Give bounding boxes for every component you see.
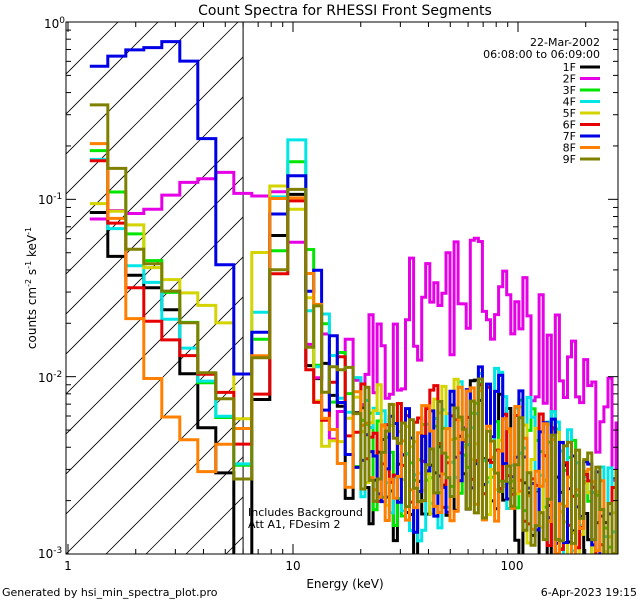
series-group (89, 40, 618, 554)
hatch-line (105, 416, 244, 554)
legend-label-3F: 3F (563, 84, 576, 97)
timestamp: 6-Apr-2023 19:15 (541, 586, 637, 599)
legend-label-6F: 6F (563, 119, 576, 132)
axis-ticks (66, 22, 618, 555)
legend-label-4F: 4F (563, 96, 576, 109)
hatch-line (66, 96, 244, 275)
generated-by: Generated by hsi_min_spectra_plot.pro (2, 586, 218, 599)
y-tick-labels: 100 10-1 10-2 10-3 (38, 16, 65, 561)
legend-label-9F: 9F (563, 153, 576, 166)
y-tick-label-0: 100 (44, 16, 65, 31)
chart-title: Count Spectra for RHESSI Front Segments (198, 3, 492, 19)
time-range-label: 06:08:00 to 06:09:00 (483, 48, 600, 61)
hatch-line (66, 22, 159, 115)
legend-label-1F: 1F (563, 61, 576, 74)
hatch-line (66, 176, 244, 355)
annotation-attenuator: Att A1, FDesim 2 (248, 518, 341, 531)
series-line-9F (89, 103, 618, 554)
hatch-line (386, 14, 640, 554)
hatch-line (66, 256, 244, 435)
y-tick-label-minus3: 10-3 (38, 546, 62, 561)
y-tick-label-minus1: 10-1 (38, 192, 62, 207)
x-tick-label-100: 100 (501, 559, 524, 573)
hatch-line (66, 22, 199, 155)
y-axis-label: counts cm-2 s-1 keV-1 (24, 227, 39, 349)
hatch-line (466, 14, 640, 554)
legend-label-7F: 7F (563, 130, 576, 143)
hatch-line (66, 296, 244, 475)
annotation-background: Includes Background (248, 506, 363, 519)
y-tick-label-minus2: 10-2 (38, 370, 62, 385)
date-label: 22-Mar-2002 (530, 36, 600, 49)
hatch-line (66, 216, 244, 395)
hatch-line (66, 376, 244, 554)
x-axis-label: Energy (keV) (306, 577, 383, 591)
legend-label-8F: 8F (563, 142, 576, 155)
hatch-line (66, 336, 244, 515)
legend-label-2F: 2F (563, 73, 576, 86)
x-tick-label-1: 1 (64, 559, 72, 573)
legend-label-5F: 5F (563, 107, 576, 120)
hatch-line (66, 56, 244, 235)
hatch-line (66, 22, 239, 195)
x-tick-label-10: 10 (285, 559, 300, 573)
plot-frame (65, 21, 619, 555)
hatch-line (66, 136, 244, 315)
